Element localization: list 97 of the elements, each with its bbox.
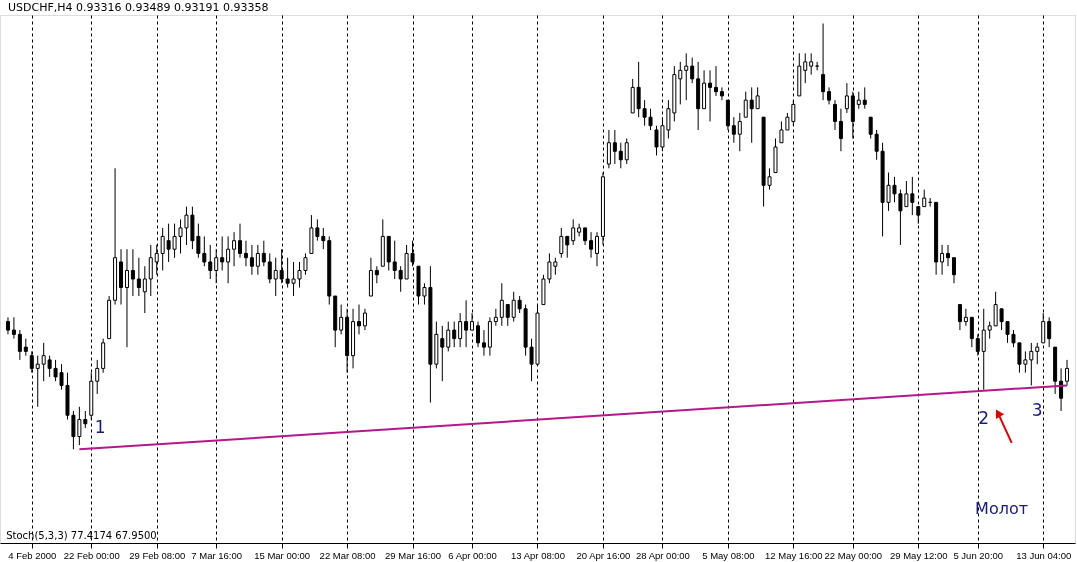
candlestick — [476, 321, 480, 348]
candlestick — [618, 142, 623, 169]
candlestick — [577, 223, 582, 237]
candlestick — [124, 248, 129, 348]
candlestick — [844, 82, 849, 114]
candlestick — [969, 316, 974, 348]
candlestick — [499, 282, 504, 327]
x-tick-label: 22 Mar 08:00 — [319, 549, 376, 561]
candlestick — [565, 235, 570, 259]
candlestick — [392, 240, 397, 280]
candlestick — [684, 52, 689, 101]
candlestick — [511, 291, 516, 323]
candlestick — [832, 99, 837, 131]
candlestick — [238, 223, 243, 259]
candlestick — [208, 244, 213, 280]
candlestick — [362, 308, 367, 331]
candlestick — [261, 240, 266, 267]
chart-title: USDCHF,H4 0.93316 0.93489 0.93191 0.93358 — [8, 1, 269, 14]
x-tick-label: 22 Feb 00:00 — [63, 549, 120, 561]
text: Stoch(5,3,3) 77.4174 67.9500 — [6, 529, 157, 541]
candlestick — [708, 69, 713, 122]
x-tick-label: 22 May 00:00 — [824, 549, 883, 561]
candlestick — [142, 265, 147, 314]
candlestick — [1035, 342, 1040, 365]
candlestick — [136, 257, 141, 297]
candlestick — [559, 227, 564, 259]
x-tick-label: 12 May 16:00 — [765, 549, 823, 561]
x-tick-label: 29 May 12:00 — [889, 549, 948, 561]
candlestick — [130, 248, 135, 297]
candlestick — [273, 257, 278, 297]
candlestick — [1047, 316, 1052, 348]
candlestick — [357, 304, 362, 335]
x-tick-label: 29 Feb 08:00 — [129, 549, 186, 561]
x-tick-label: 28 Apr 00:00 — [636, 549, 690, 561]
candlestick — [589, 231, 594, 259]
candlestick — [838, 108, 843, 152]
annotation: 1 — [94, 416, 106, 437]
candlestick — [446, 321, 451, 352]
candlestick — [214, 248, 219, 284]
candlestick — [815, 61, 820, 71]
candlestick — [957, 304, 962, 331]
candlestick — [731, 116, 736, 144]
x-tick-label: 20 Apr 16:00 — [576, 549, 631, 561]
x-tick-label: 6 Apr 00:00 — [448, 549, 497, 561]
annotation: 2 — [978, 408, 990, 429]
candlestick — [220, 235, 225, 271]
candlestick — [481, 329, 486, 357]
candlestick — [505, 304, 510, 327]
candlestick — [243, 240, 248, 267]
candlestick — [458, 312, 463, 348]
x-tick-label: 7 Mar 16:00 — [191, 549, 243, 561]
candlestick — [624, 137, 629, 165]
candlestick — [946, 244, 951, 267]
text: Молот — [975, 499, 1029, 519]
x-tick-label: 29 Mar 16:00 — [385, 549, 442, 561]
candlestick — [464, 299, 469, 348]
candlestick — [678, 61, 683, 105]
candlestick — [35, 355, 40, 408]
candlestick — [226, 235, 231, 284]
candlestick — [737, 112, 742, 152]
candlestick — [809, 52, 814, 76]
candlestick — [1065, 359, 1070, 386]
x-tick-label: 4 Feb 2000 — [8, 549, 57, 561]
candlestick — [690, 57, 695, 84]
candlestick — [339, 304, 344, 335]
candlestick — [821, 23, 826, 101]
candlestick — [148, 244, 153, 297]
x-tick-label: 5 Jun 20:00 — [953, 549, 1004, 561]
candlestick — [249, 244, 254, 276]
candlestick — [1059, 367, 1064, 412]
candlestick — [803, 52, 808, 84]
candlestick — [951, 257, 956, 284]
candlestick — [713, 65, 718, 97]
candlestick — [267, 252, 272, 284]
candlestick — [255, 244, 260, 276]
candlestick — [493, 308, 498, 327]
candlestick — [595, 231, 599, 267]
x-tick-label: 13 Jun 04:00 — [1016, 549, 1072, 561]
candlestick — [17, 329, 22, 361]
candlestick — [11, 316, 16, 340]
x-tick-label: 13 Apr 08:00 — [511, 549, 565, 561]
candlestick — [612, 129, 617, 165]
candlestick — [862, 86, 867, 110]
candlestick — [232, 231, 237, 267]
candlestick — [963, 308, 968, 327]
x-tick-label: 15 Mar 00:00 — [254, 549, 311, 561]
candlestick — [743, 91, 748, 118]
candlestick — [95, 359, 100, 395]
x-tick-label: 5 May 08:00 — [702, 549, 755, 561]
candlestick — [981, 308, 986, 391]
candlestick — [452, 321, 457, 348]
annotation: 3 — [1031, 399, 1043, 420]
candlestick — [940, 244, 945, 276]
candlestick — [571, 218, 576, 246]
candlestick — [606, 129, 611, 169]
candlestick — [374, 265, 379, 284]
candlestick — [719, 86, 724, 101]
